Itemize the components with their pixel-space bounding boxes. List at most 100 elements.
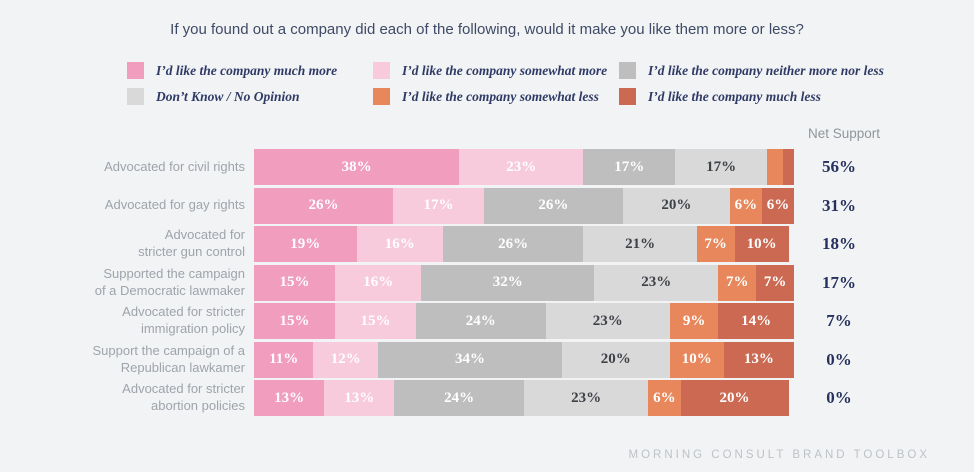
net-support-value: 0% <box>826 349 852 369</box>
bar-segment-value: 23% <box>506 158 537 175</box>
bar-segment: 21% <box>583 226 697 262</box>
legend: I’d like the company much more I’d like t… <box>127 62 884 105</box>
chart-row: Advocated for civil rights 38% 23% 17% 17% 56… <box>0 149 974 185</box>
bar-segment-value: 26% <box>538 197 569 213</box>
bar-segment: 10% <box>669 341 724 378</box>
row-category-label: Advocated for stricter gun control <box>138 227 245 259</box>
legend-item-label: I’d like the company somewhat more <box>402 62 608 78</box>
bar-segment: 13% <box>723 341 794 378</box>
bar-segment: 6% <box>761 187 795 224</box>
bar-segment: 16% <box>335 264 422 301</box>
bar-segment-value: 13% <box>344 389 375 406</box>
legend-item-label: I’d like the company neither more nor le… <box>648 62 884 78</box>
bar-segment: 34% <box>378 341 562 378</box>
legend-swatch-icon <box>619 62 636 79</box>
net-support-value: 7% <box>826 311 852 330</box>
bar-segment-value: 20% <box>600 351 631 367</box>
bar-segment-value: 16% <box>363 274 394 290</box>
chart-rows: Advocated for civil rights 38% 23% 17% 17% 56… <box>0 149 974 419</box>
bar-segment: 24% <box>394 380 524 416</box>
legend-swatch-icon <box>127 62 144 79</box>
bar-segment: 17% <box>583 149 676 185</box>
bar-segment: 26% <box>442 226 584 262</box>
bar-segment <box>766 149 784 185</box>
legend-item-label: I’d like the company much more <box>156 62 338 78</box>
bar-segment: 9% <box>669 303 719 339</box>
row-category-label: Advocated for civil rights <box>104 158 245 174</box>
bar-segment-value: 20% <box>661 197 692 213</box>
bar-segment-value: 12% <box>330 351 361 367</box>
bar-segment-value: 17% <box>614 158 645 175</box>
net-support-header: Net Support <box>808 126 881 141</box>
bar-segment-value: 20% <box>719 389 750 406</box>
bar-segment-value: 15% <box>279 274 310 290</box>
bar-segment-value: 19% <box>290 235 321 252</box>
bar-segment-value: 24% <box>444 389 475 406</box>
stacked-bar: 19% 16% 26% 21% 7% 10% <box>254 226 794 262</box>
bar-segment: 12% <box>313 341 379 378</box>
bar-segment: 23% <box>545 303 670 339</box>
legend-swatch-icon <box>127 88 144 105</box>
bar-segment-value: 7% <box>704 235 727 252</box>
legend-swatch-icon <box>373 88 390 105</box>
bar-segment-value: 17% <box>423 197 454 213</box>
chart-row: Advocated for stricter gun control 19% 16%… <box>0 226 974 262</box>
chart-row: Advocated for stricter immigration polic… <box>0 303 974 339</box>
bar-segment-value: 7% <box>763 274 787 290</box>
legend-item-label: I’d like the company much less <box>648 88 821 104</box>
bar-segment-value: 10% <box>746 235 777 252</box>
legend-item-label: Don’t Know / No Opinion <box>156 88 300 104</box>
legend-item: I’d like the company much less <box>619 88 884 105</box>
bar-segment: 19% <box>254 226 357 262</box>
bar-segment: 32% <box>421 264 595 301</box>
chart-row: Advocated for gay rights 26% 17% 26% 20% 6% 6%… <box>0 187 974 224</box>
row-category-label: Advocated for stricter immigration polic… <box>122 304 245 336</box>
bar-segment: 15% <box>254 303 335 339</box>
bar-segment: 14% <box>718 303 794 339</box>
bar-segment: 17% <box>675 149 767 185</box>
legend-item: I’d like the company neither more nor le… <box>619 62 884 79</box>
bar-segment: 6% <box>648 380 681 416</box>
stacked-bar: 15% 15% 24% 23% 9% 14% <box>254 303 794 339</box>
bar-segment-value: 26% <box>498 235 529 252</box>
bar-segment: 23% <box>459 149 584 185</box>
bar-segment-value: 6% <box>653 389 676 406</box>
bar-segment-value: 14% <box>741 312 772 329</box>
bar-segment: 24% <box>416 303 546 339</box>
net-support-value: 56% <box>822 157 856 176</box>
bar-segment: 10% <box>734 226 789 262</box>
bar-segment: 20% <box>561 341 670 378</box>
bar-segment: 17% <box>393 187 484 224</box>
bar-segment-value: 34% <box>454 351 485 367</box>
bar-segment: 38% <box>254 149 460 185</box>
bar-segment-value: 24% <box>465 312 496 329</box>
bar-segment: 7% <box>718 264 757 301</box>
legend-item: Don’t Know / No Opinion <box>127 88 373 105</box>
bar-segment-value: 21% <box>625 235 656 252</box>
bar-segment-value: 10% <box>681 351 712 367</box>
net-support-value: 18% <box>822 234 856 253</box>
bar-segment: 20% <box>622 187 730 224</box>
bar-segment-value: 9% <box>682 312 706 329</box>
bar-segment-value: 13% <box>274 389 305 406</box>
bar-segment-value: 15% <box>360 312 391 329</box>
legend-item: I’d like the company somewhat less <box>373 88 619 105</box>
bar-segment: 23% <box>523 380 649 416</box>
stacked-bar: 13% 13% 24% 23% 6% 20% <box>254 380 794 416</box>
stacked-bar: 15% 16% 32% 23% 7% 7% <box>254 264 794 301</box>
row-category-label: Support the campaign of a Republican law… <box>92 342 246 375</box>
bar-segment: 20% <box>680 380 789 416</box>
bar-segment: 13% <box>324 380 395 416</box>
bar-segment-value: 38% <box>341 158 372 175</box>
bar-segment-value: 26% <box>308 197 339 213</box>
bar-segment-value: 7% <box>726 274 749 290</box>
bar-segment-value: 13% <box>743 351 774 367</box>
row-category-label: Advocated for gay rights <box>104 197 245 213</box>
bar-segment: 15% <box>254 264 335 301</box>
chart-title: If you found out a company did each of t… <box>170 21 804 38</box>
chart-row: Supported the campaign of a Democratic l… <box>0 264 974 301</box>
bar-segment: 7% <box>756 264 794 301</box>
net-support-value: 0% <box>826 388 852 407</box>
stacked-bar: 11% 12% 34% 20% 10% 13% <box>254 341 794 378</box>
